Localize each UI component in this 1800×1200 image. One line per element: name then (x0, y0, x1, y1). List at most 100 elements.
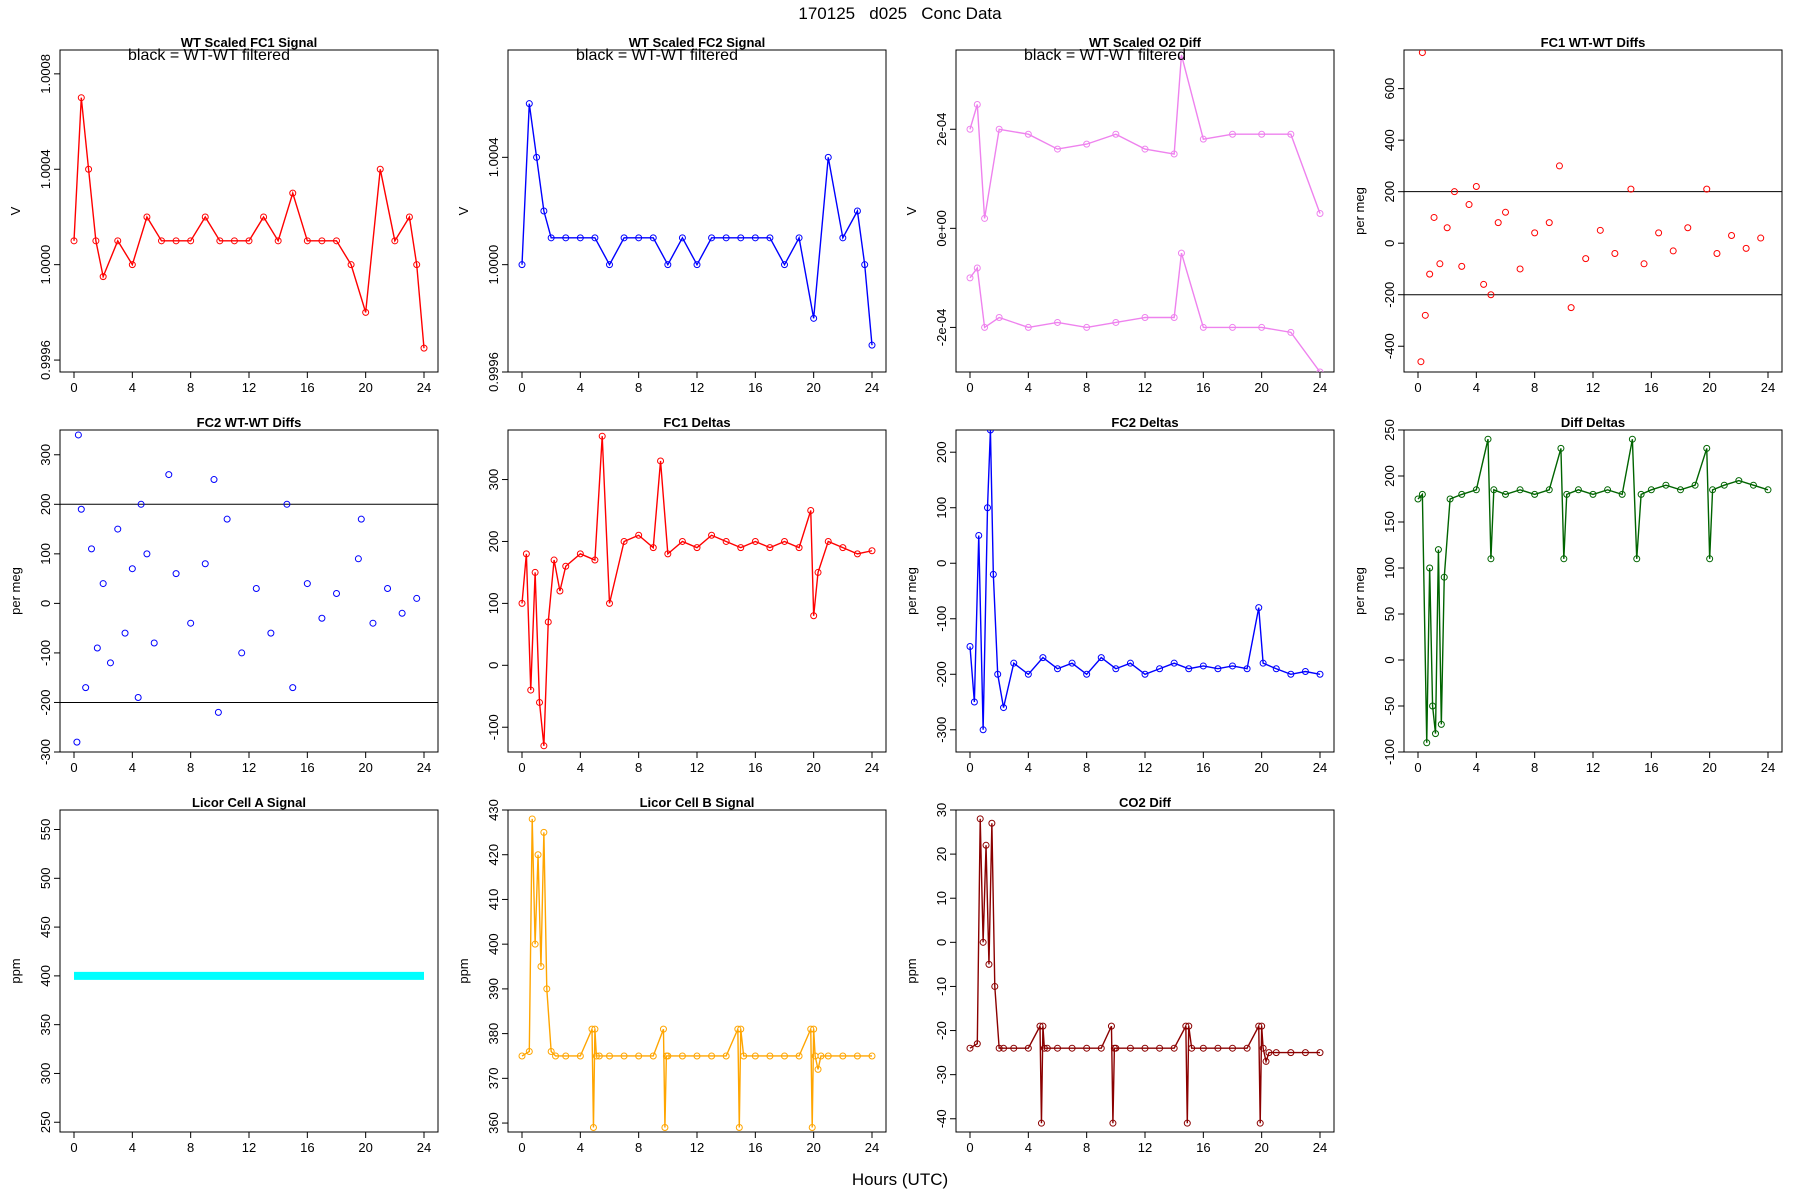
y-tick-label: 1.0000 (486, 245, 501, 285)
panel-title: Diff Deltas (1561, 415, 1625, 430)
data-point (1185, 1022, 1193, 1030)
data-point (606, 261, 613, 269)
x-tick-label: 0 (966, 1140, 973, 1155)
y-tick-label: 0.9996 (486, 352, 501, 392)
data-point (216, 237, 224, 245)
data-layer (1417, 50, 1765, 366)
data-point (1742, 244, 1750, 252)
x-tick-label: 24 (1313, 760, 1327, 775)
y-tick-label: 0 (1382, 240, 1397, 247)
data-point (766, 544, 774, 552)
x-tick-label: 12 (690, 1140, 704, 1155)
x-tick-label: 20 (1254, 380, 1268, 395)
data-point (547, 1048, 555, 1055)
x-tick-label: 0 (70, 760, 77, 775)
data-point (1097, 1044, 1105, 1052)
data-point (606, 599, 613, 607)
data-point (1628, 435, 1636, 443)
y-tick-label: 2e-04 (934, 113, 949, 146)
data-point (357, 515, 365, 523)
data-point (678, 234, 686, 242)
panel-title: Licor Cell A Signal (192, 795, 306, 810)
data-point (649, 234, 657, 242)
series-line (969, 54, 1321, 219)
y-tick-label: 0 (934, 939, 949, 946)
data-layer (966, 430, 1324, 734)
data-point (991, 982, 999, 990)
data-point (333, 237, 340, 245)
data-point (1141, 1044, 1149, 1052)
data-point (1229, 323, 1236, 331)
data-point (1000, 704, 1008, 712)
panel: FC1 Deltas 0 4 8 12 16 20 24 -100 0 100 200 300 (486, 415, 887, 775)
data-point (1183, 1119, 1191, 1127)
data-point (1112, 665, 1120, 673)
data-point (543, 985, 551, 993)
plot-frame (955, 49, 1335, 373)
data-point (88, 545, 95, 553)
y-tick-label: 370 (486, 1067, 501, 1089)
plot-frame (507, 429, 887, 753)
x-tick-label: 24 (417, 1140, 431, 1155)
data-point (562, 234, 570, 242)
data-point (260, 213, 268, 221)
data-point (1054, 665, 1061, 673)
data-point (1706, 555, 1714, 563)
data-point (1010, 1044, 1018, 1052)
y-tick-label: 300 (38, 444, 53, 466)
data-point (817, 1052, 825, 1060)
data-point (1494, 219, 1502, 227)
x-tick-label: 4 (1025, 1140, 1032, 1155)
data-point (734, 1025, 742, 1033)
data-point (518, 1052, 526, 1060)
plot-frame (1403, 429, 1783, 753)
data-point (1418, 50, 1426, 57)
x-tick-label: 16 (300, 760, 314, 775)
data-point (1255, 604, 1263, 612)
series-line (521, 103, 873, 346)
y-tick-label: 0 (1382, 656, 1397, 663)
data-point (550, 556, 558, 564)
x-tick-label: 4 (1025, 760, 1032, 775)
x-tick-label: 4 (129, 380, 136, 395)
data-point (384, 585, 392, 593)
data-point (1177, 249, 1185, 257)
data-point (1188, 1044, 1196, 1052)
y-tick-label: 0 (38, 600, 53, 607)
data-point (693, 261, 701, 269)
y-axis-label: ppm (8, 958, 23, 983)
panel-title: Licor Cell B Signal (640, 795, 755, 810)
data-layer (518, 100, 876, 349)
panel-title: WT Scaled FC2 Signal (629, 35, 766, 50)
data-point (664, 550, 672, 558)
y-tick-label: -100 (1382, 739, 1397, 765)
data-point (678, 1052, 686, 1060)
data-point (839, 1052, 847, 1060)
data-point (1596, 226, 1604, 234)
y-tick-label: 100 (38, 543, 53, 565)
data-point (128, 565, 136, 573)
data-point (1243, 1044, 1251, 1052)
data-point (988, 819, 996, 827)
data-point (810, 1025, 818, 1033)
y-tick-label: 420 (486, 844, 501, 866)
data-point (1713, 250, 1721, 258)
data-point (995, 1044, 1003, 1052)
series-line (969, 818, 1320, 1124)
panel-title: FC2 WT-WT Diffs (197, 415, 302, 430)
plot-frame (59, 809, 439, 1133)
data-point (839, 544, 847, 552)
data-point (1604, 486, 1612, 494)
data-point (1083, 670, 1091, 678)
data-point (1182, 1022, 1190, 1030)
data-point (1472, 183, 1480, 191)
x-tick-label: 4 (1473, 760, 1480, 775)
y-tick-label: -200 (38, 689, 53, 715)
data-point (1214, 665, 1222, 673)
data-point (595, 1052, 603, 1060)
x-tick-label: 0 (966, 380, 973, 395)
data-point (1611, 250, 1619, 258)
data-point (1199, 1044, 1207, 1052)
panel: Licor Cell B Signal 0 4 8 12 16 20 24 360 370 380 3… (456, 795, 887, 1155)
data-point (1000, 1044, 1008, 1052)
